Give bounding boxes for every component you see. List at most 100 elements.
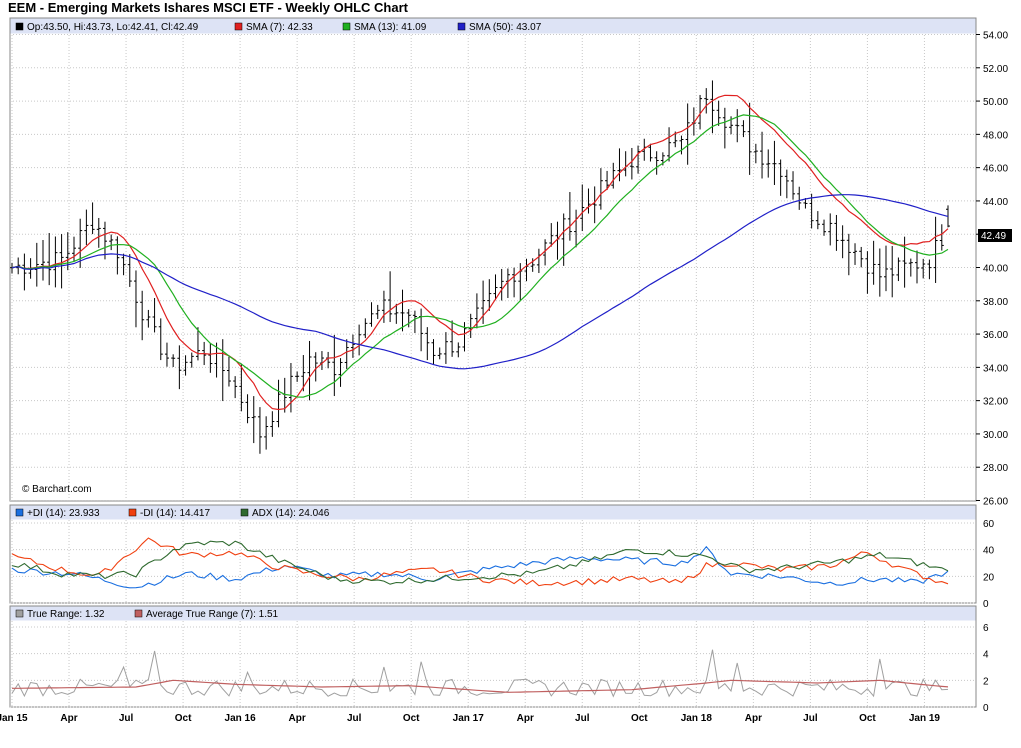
tr-y-tick-label: 0	[983, 703, 989, 714]
ohlc-bar	[251, 396, 256, 444]
ohlc-bar	[431, 339, 436, 365]
dmi-y-tick-label: 20	[983, 572, 995, 583]
x-tick-label: Oct	[175, 713, 192, 724]
ohlc-bar	[493, 274, 498, 301]
ohlc-bar	[412, 310, 417, 334]
legend-label: SMA (50): 43.07	[469, 22, 542, 33]
ohlc-bar	[939, 224, 944, 251]
ohlc-bar	[481, 280, 486, 324]
legend-swatch	[15, 609, 24, 618]
x-tick-label: Jan 17	[453, 713, 485, 724]
ohlc-bar	[158, 318, 163, 361]
ohlc-bar	[270, 411, 275, 437]
price-y-tick-label: 40.00	[983, 264, 1008, 275]
legend-label: SMA (7): 42.33	[246, 22, 313, 33]
ohlc-bar	[611, 162, 616, 189]
ohlc-bar	[233, 376, 238, 399]
x-tick-label: Oct	[403, 713, 420, 724]
ohlc-bar	[84, 209, 89, 245]
ohlc-bar	[679, 135, 684, 155]
ohlc-bar	[146, 309, 151, 328]
tr-y-tick-label: 2	[983, 676, 989, 687]
ohlc-bar	[195, 327, 200, 361]
ohlc-bar	[561, 213, 566, 266]
ohlc-bar	[846, 233, 851, 276]
ohlc-bar	[927, 259, 932, 280]
x-tick-label: Jul	[803, 713, 818, 724]
legend-swatch	[342, 22, 351, 31]
ohlc-bar	[840, 225, 845, 259]
ohlc-bar	[400, 289, 405, 332]
ohlc-bar	[921, 258, 926, 279]
legend-label: +DI (14): 23.933	[27, 508, 100, 519]
ohlc-bar	[704, 88, 709, 114]
ohlc-bar	[530, 258, 535, 272]
tr-legend: True Range: 1.32 Average True Range (7): …	[15, 609, 279, 620]
ohlc-bar	[369, 302, 374, 327]
ohlc-bar	[747, 102, 752, 175]
ohlc-bar	[865, 251, 870, 294]
x-tick-label: Apr	[60, 713, 77, 724]
ohlc-bar	[499, 268, 504, 301]
legend-label: Average True Range (7): 1.51	[146, 609, 279, 620]
ohlc-bar	[443, 332, 448, 364]
ohlc-bar	[685, 103, 690, 165]
sma-line	[11, 94, 949, 411]
x-tick-label: Apr	[517, 713, 534, 724]
x-tick-label: Jan 15	[0, 713, 28, 724]
legend-swatch	[134, 609, 143, 618]
ohlc-bar	[307, 340, 312, 401]
legend-label: -DI (14): 14.417	[140, 508, 210, 519]
ohlc-bar	[735, 109, 740, 143]
ohlc-bar	[580, 184, 585, 232]
ohlc-bar	[772, 140, 777, 185]
ohlc-bar	[437, 347, 442, 360]
price-y-tick-label: 50.00	[983, 97, 1008, 108]
ohlc-bar	[295, 371, 300, 382]
x-tick-label: Apr	[745, 713, 762, 724]
ohlc-bars	[10, 80, 950, 454]
ohlc-bar	[468, 313, 473, 338]
ohlc-bar	[257, 407, 262, 454]
ohlc-bar	[784, 169, 789, 199]
ohlc-bar	[698, 94, 703, 130]
ohlc-bar	[871, 240, 876, 285]
dmi-y-tick-label: 60	[983, 519, 995, 530]
ohlc-bar	[338, 358, 343, 387]
sma-line	[11, 114, 949, 398]
x-tick-label: Jan 18	[681, 713, 713, 724]
ohlc-bar	[239, 363, 244, 412]
ohlc-bar	[177, 345, 182, 390]
ohlc-bar	[456, 342, 461, 358]
tr-y-axis: 0 2 4 6	[983, 623, 989, 714]
ohlc-bar	[276, 379, 281, 428]
x-tick-label: Apr	[289, 713, 306, 724]
tr-legend-bar	[10, 606, 976, 621]
ohlc-bar	[394, 303, 399, 324]
ohlc-bar	[809, 193, 814, 229]
ohlc-bar	[753, 143, 758, 164]
ohlc-bar	[512, 267, 517, 298]
ohlc-bar	[40, 240, 45, 281]
ohlc-bar	[332, 334, 337, 397]
ohlc-bar	[896, 257, 901, 282]
ohlc-bar	[96, 217, 101, 248]
ohlc-bar	[208, 342, 213, 373]
ohlc-bar	[53, 236, 58, 288]
legend-swatch	[457, 22, 466, 31]
ohlc-bar	[859, 246, 864, 268]
ohlc-bar	[363, 318, 368, 339]
ohlc-bar	[722, 107, 727, 149]
ohlc-bar	[877, 248, 882, 297]
x-tick-label: Jul	[575, 713, 590, 724]
ohlc-bar	[65, 232, 70, 271]
legend-label: SMA (13): 41.09	[354, 22, 427, 33]
last-price-label: 42.49	[981, 231, 1006, 242]
true-range-lines	[11, 649, 949, 698]
ohlc-bar	[109, 234, 114, 251]
ohlc-bar	[567, 192, 572, 241]
x-tick-label: Jan 16	[225, 713, 257, 724]
dmi-legend-bar	[10, 505, 976, 520]
price-y-axis: 26.00 28.00 30.00 32.00 34.00 36.00 38.00 40.00…	[976, 31, 1008, 508]
x-axis: Jan 15 Apr Jul Oct Jan 16 Apr Jul Oct Jan 17 Apr J…	[0, 713, 940, 724]
